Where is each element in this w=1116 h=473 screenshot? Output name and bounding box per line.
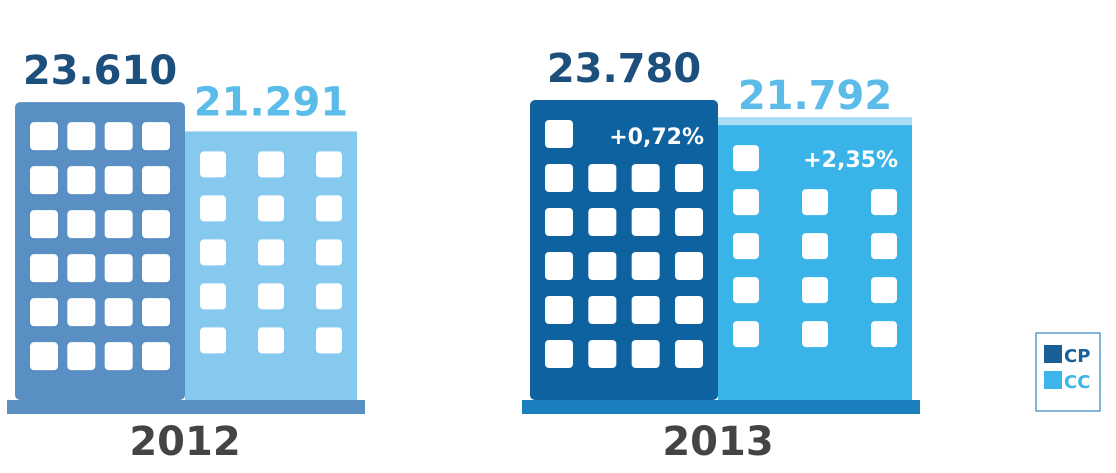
window [30, 122, 58, 150]
window [545, 296, 573, 324]
window [588, 296, 616, 324]
category-label: 2013 [662, 419, 773, 465]
window [545, 208, 573, 236]
window [675, 208, 703, 236]
category-label: 2012 [129, 419, 240, 465]
window [316, 327, 342, 353]
legend-label: CC [1064, 372, 1090, 393]
window [105, 122, 133, 150]
window [675, 340, 703, 368]
window [67, 122, 95, 150]
window [675, 296, 703, 324]
window [30, 210, 58, 238]
window [67, 166, 95, 194]
window [258, 195, 284, 221]
window [200, 283, 226, 309]
base-plate [7, 400, 365, 414]
window [30, 298, 58, 326]
value-label: 23.780 [547, 46, 701, 92]
window [316, 151, 342, 177]
window [142, 298, 170, 326]
window [871, 321, 897, 347]
window [105, 298, 133, 326]
window [200, 327, 226, 353]
legend: CP CC [1036, 333, 1100, 411]
window [142, 122, 170, 150]
value-label: 21.291 [194, 79, 348, 125]
legend-label: CP [1064, 346, 1090, 367]
chart: CP CC 23.610 21.291 2012 23.780 +0,72% 21.792 +… [0, 0, 1116, 473]
window [142, 210, 170, 238]
window [142, 254, 170, 282]
window [258, 151, 284, 177]
window [588, 252, 616, 280]
window [802, 321, 828, 347]
window [30, 254, 58, 282]
window [30, 342, 58, 370]
window [200, 239, 226, 265]
window [733, 233, 759, 259]
window [733, 189, 759, 215]
window [733, 145, 759, 171]
window [802, 277, 828, 303]
window [30, 166, 58, 194]
window [142, 166, 170, 194]
window [258, 239, 284, 265]
window [871, 277, 897, 303]
window [632, 296, 660, 324]
window [105, 342, 133, 370]
window [675, 164, 703, 192]
window [105, 210, 133, 238]
window [632, 252, 660, 280]
window [632, 164, 660, 192]
window [67, 210, 95, 238]
window [316, 283, 342, 309]
change-label: +0,72% [609, 125, 704, 150]
window [67, 342, 95, 370]
window [105, 254, 133, 282]
window [588, 208, 616, 236]
window [733, 277, 759, 303]
window [316, 195, 342, 221]
window [200, 151, 226, 177]
window [545, 164, 573, 192]
window [105, 166, 133, 194]
window [258, 283, 284, 309]
window [802, 233, 828, 259]
window [675, 252, 703, 280]
legend-swatch [1044, 345, 1062, 363]
window [588, 340, 616, 368]
window [871, 233, 897, 259]
window [733, 321, 759, 347]
base-plate [522, 400, 920, 414]
window [802, 189, 828, 215]
window [545, 252, 573, 280]
window [316, 239, 342, 265]
window [632, 340, 660, 368]
window [871, 189, 897, 215]
window [588, 164, 616, 192]
change-label: +2,35% [803, 148, 898, 173]
window [142, 342, 170, 370]
page: {"chart_data": { "type": "bar", "categor… [0, 0, 1116, 473]
window [67, 298, 95, 326]
window [632, 208, 660, 236]
window [258, 327, 284, 353]
window [67, 254, 95, 282]
value-label: 23.610 [23, 48, 177, 94]
legend-swatch [1044, 371, 1062, 389]
window [545, 120, 573, 148]
window [200, 195, 226, 221]
window [545, 340, 573, 368]
value-label: 21.792 [738, 73, 892, 119]
